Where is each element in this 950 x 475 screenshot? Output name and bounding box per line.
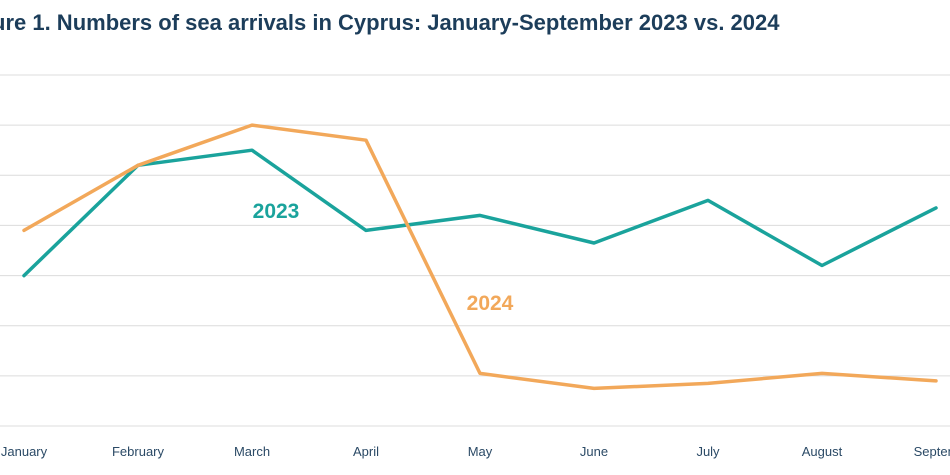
x-tick-label: June: [580, 444, 608, 459]
series-label-2023: 2023: [253, 200, 300, 223]
series-label-2024: 2024: [467, 292, 514, 315]
x-axis-labels: January February March April May June July Augu…: [1, 444, 950, 459]
x-tick-label: August: [802, 444, 843, 459]
x-tick-label: February: [112, 444, 165, 459]
chart-title: ure 1. Numbers of sea arrivals in Cyprus…: [0, 10, 780, 35]
x-tick-label: Septem: [914, 444, 950, 459]
series-line-2023: [22, 148, 938, 278]
x-tick-label: March: [234, 444, 270, 459]
x-tick-label: July: [696, 444, 720, 459]
series-labels: 2023 2024: [253, 200, 514, 315]
x-tick-label: April: [353, 444, 379, 459]
x-tick-label: January: [1, 444, 48, 459]
series-line-2024: [22, 123, 938, 391]
series-lines: [22, 123, 938, 391]
gridlines: [0, 74, 950, 427]
x-tick-label: May: [468, 444, 493, 459]
